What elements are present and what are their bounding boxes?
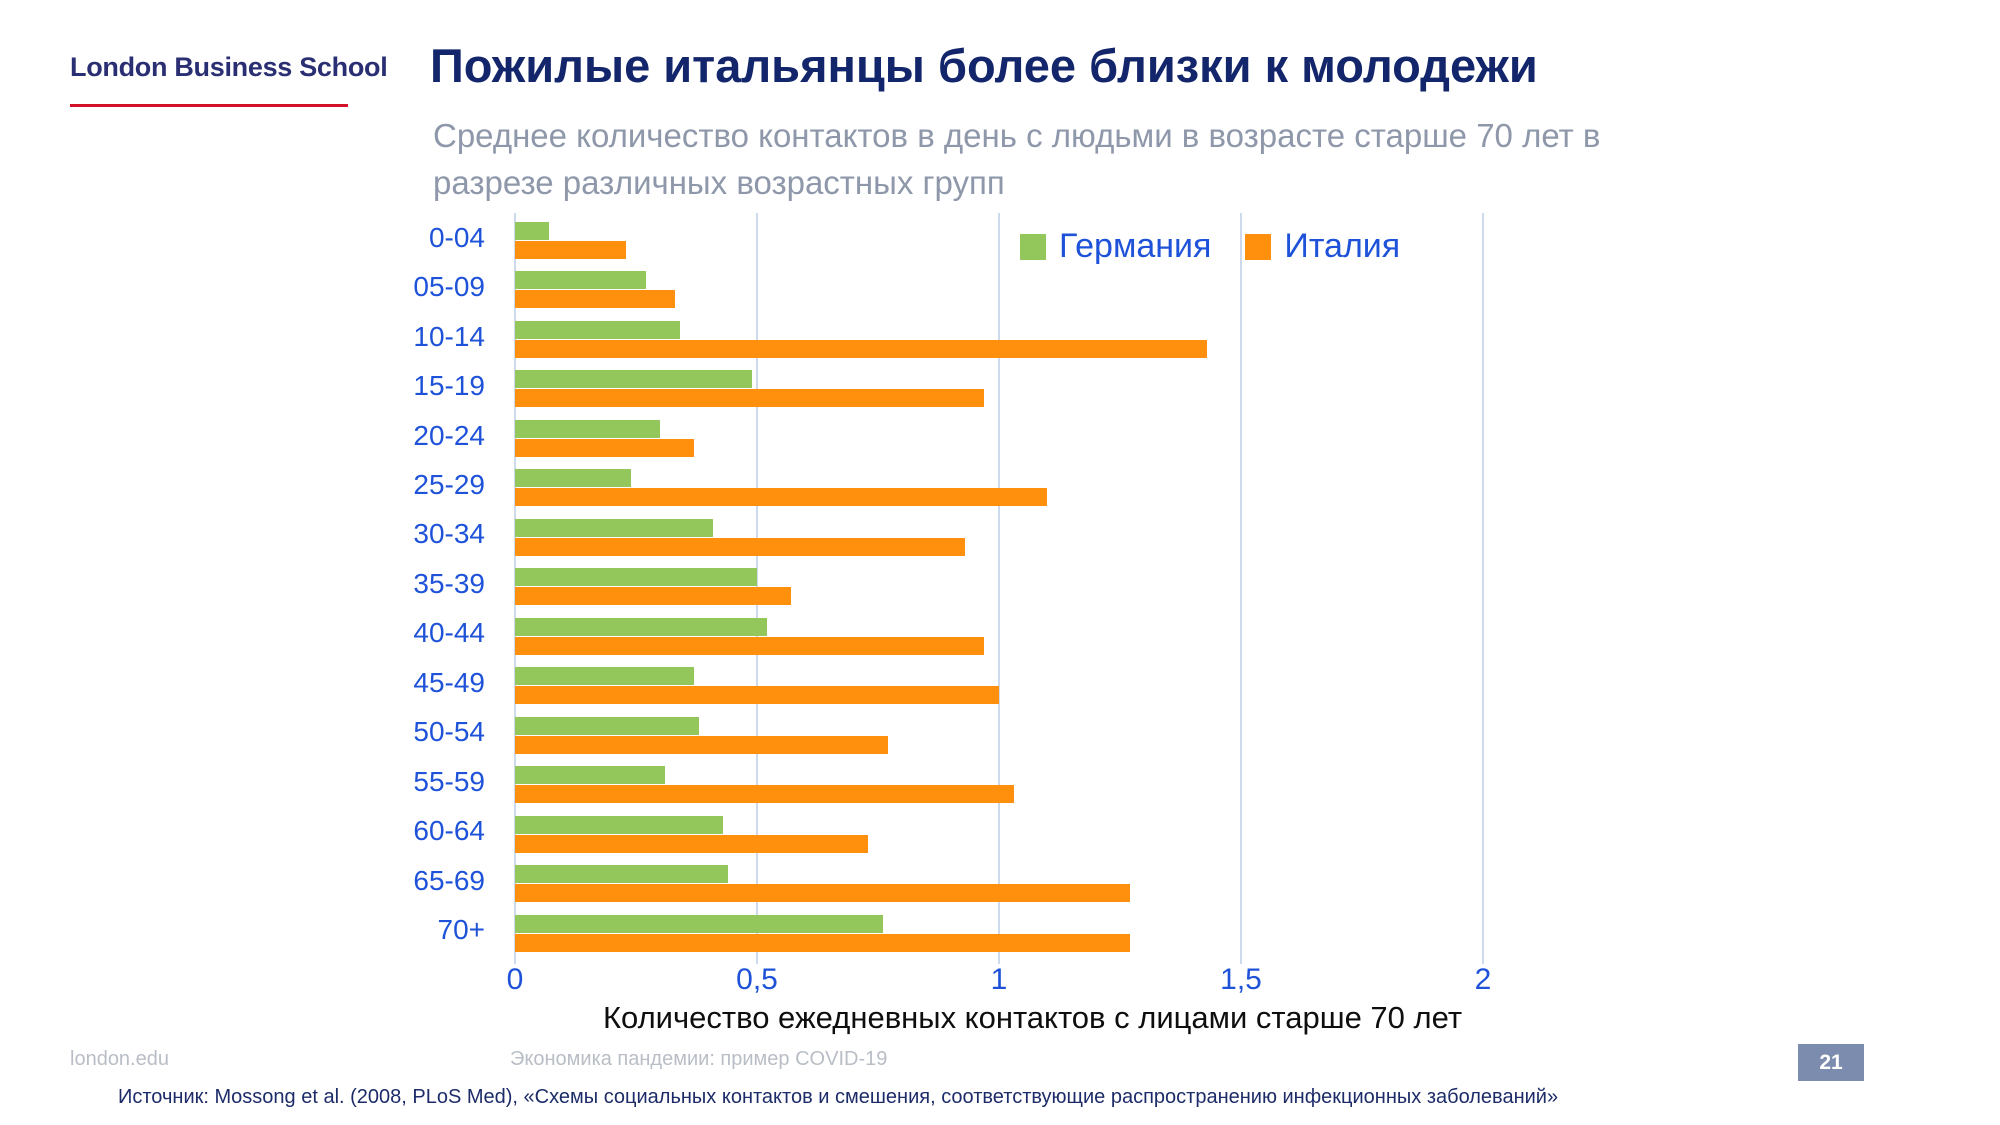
bar-row-15-19: [515, 361, 1565, 410]
bar-italy-20-24: [515, 438, 694, 457]
category-label-35-39: 35-39: [413, 567, 485, 599]
bar-italy-25-29: [515, 488, 1047, 507]
bar-germany-15-19: [515, 370, 752, 389]
bar-germany-20-24: [515, 419, 660, 438]
bar-germany-45-49: [515, 667, 694, 686]
bar-italy-55-59: [515, 785, 1014, 804]
legend-swatch-germany: [1020, 233, 1046, 260]
source-citation: Источник: Mossong et al. (2008, PLoS Med…: [118, 1086, 1559, 1108]
x-tick-mark: [514, 955, 516, 964]
category-label-70+: 70+: [437, 914, 486, 946]
category-label-65-69: 65-69: [413, 864, 485, 896]
bar-row-70+: [515, 906, 1565, 955]
bar-germany-40-44: [515, 617, 767, 636]
bar-germany-10-14: [515, 320, 680, 339]
bar-row-65-69: [515, 856, 1565, 905]
bar-row-55-59: [515, 757, 1565, 806]
lbs-logo: London Business School: [70, 52, 388, 107]
x-tick-mark: [1482, 955, 1484, 964]
lbs-logo-underline: [70, 104, 348, 107]
x-tick-label-2: 2: [1474, 963, 1492, 996]
category-label-45-49: 45-49: [413, 666, 485, 698]
bar-row-40-44: [515, 609, 1565, 658]
bar-italy-35-39: [515, 587, 791, 606]
legend-label-germany: Германия: [1059, 227, 1212, 265]
category-label-05-09: 05-09: [413, 271, 485, 303]
slide-title: Пожилые итальянцы более близки к молодеж…: [430, 39, 1538, 92]
x-tick-label-1: 1: [990, 963, 1008, 996]
category-label-0-04: 0-04: [428, 221, 485, 253]
chart-legend: Германия Италия: [1020, 227, 1400, 266]
footer-site-url: london.edu: [70, 1048, 169, 1070]
bar-italy-05-09: [515, 290, 675, 309]
legend-item-italy: Италия: [1245, 227, 1400, 266]
x-tick-label-0,5: 0,5: [736, 963, 778, 996]
bar-germany-60-64: [515, 815, 723, 834]
bar-row-10-14: [515, 312, 1565, 361]
bar-italy-10-14: [515, 339, 1207, 358]
category-label-20-24: 20-24: [413, 419, 485, 451]
bar-row-0-04: [515, 213, 1565, 262]
gridline-x-2: [1482, 213, 1484, 955]
bar-germany-0-04: [515, 222, 549, 240]
x-axis-ticks: 0 0,5 1 1,5 2: [507, 963, 1565, 1005]
bar-germany-05-09: [515, 271, 646, 290]
bar-germany-70+: [515, 914, 883, 933]
x-tick-mark: [998, 955, 1000, 964]
bar-row-30-34: [515, 510, 1565, 559]
bar-italy-60-64: [515, 834, 868, 853]
bar-germany-55-59: [515, 766, 665, 785]
category-label-10-14: 10-14: [413, 320, 485, 352]
bar-germany-30-34: [515, 518, 713, 537]
legend-item-germany: Германия: [1020, 227, 1211, 266]
category-label-30-34: 30-34: [413, 518, 485, 550]
bar-italy-65-69: [515, 884, 1130, 903]
gridline-x-1: [998, 213, 1000, 955]
category-label-55-59: 55-59: [413, 765, 485, 797]
bar-germany-50-54: [515, 716, 699, 735]
bar-germany-35-39: [515, 568, 757, 587]
plot-area: Германия Италия: [514, 213, 1565, 964]
bar-row-60-64: [515, 807, 1565, 856]
x-axis-title: Количество ежедневных контактов с лицами…: [602, 1000, 1463, 1035]
bar-italy-70+: [515, 933, 1130, 952]
bar-row-50-54: [515, 708, 1565, 757]
bar-italy-0-04: [515, 241, 626, 259]
legend-swatch-italy: [1245, 233, 1272, 260]
bar-italy-40-44: [515, 636, 984, 655]
bar-row-45-49: [515, 658, 1565, 707]
bar-italy-30-34: [515, 537, 965, 556]
category-label-25-29: 25-29: [413, 468, 485, 500]
y-axis-labels: 0-04 05-09 10-14 15-19 20-24 25-29 30-34 35-39 4…: [280, 213, 485, 955]
page-number-badge: 21: [1798, 1044, 1864, 1081]
bar-row-35-39: [515, 559, 1565, 608]
bar-row-25-29: [515, 460, 1565, 509]
gridline-x-1,5: [1240, 213, 1242, 955]
slide-subtitle-line1: Среднее количество контактов в день с лю…: [433, 117, 1601, 154]
bar-row-05-09: [515, 262, 1565, 311]
category-label-50-54: 50-54: [413, 716, 485, 748]
bar-germany-65-69: [515, 865, 728, 884]
bar-italy-15-19: [515, 389, 984, 408]
x-tick-label-1,5: 1,5: [1220, 963, 1262, 996]
bar-italy-50-54: [515, 735, 888, 754]
category-label-40-44: 40-44: [413, 617, 485, 649]
footer-course-name: Экономика пандемии: пример COVID-19: [510, 1048, 888, 1070]
x-tick-mark: [1240, 955, 1242, 964]
bar-germany-25-29: [515, 469, 631, 488]
lbs-logo-text: London Business School: [70, 52, 388, 82]
bar-italy-45-49: [515, 686, 999, 705]
slide-subtitle-line2: разрезе различных возрастных групп: [433, 164, 1005, 201]
gridline-x-0,5: [756, 213, 758, 955]
slide-subtitle: Среднее количество контактов в день с лю…: [433, 112, 1600, 206]
x-tick-mark: [756, 955, 758, 964]
x-tick-label-0: 0: [506, 963, 524, 996]
category-label-60-64: 60-64: [413, 815, 485, 847]
category-label-15-19: 15-19: [413, 370, 485, 402]
legend-label-italy: Италия: [1284, 227, 1401, 265]
bar-row-20-24: [515, 411, 1565, 460]
